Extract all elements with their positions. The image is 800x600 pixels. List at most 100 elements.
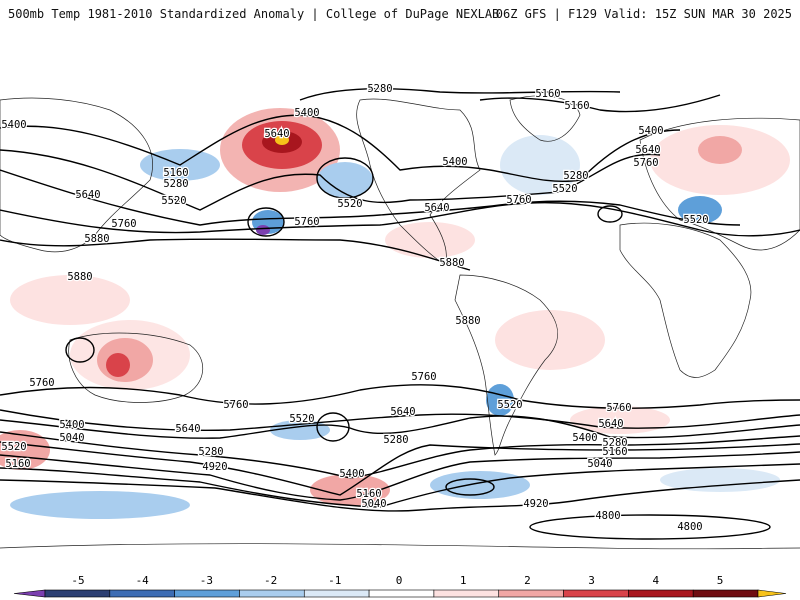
map-background: [0, 41, 800, 557]
contour-label: 5400: [294, 107, 319, 119]
contour-label: 5640: [424, 202, 449, 214]
colorbar-swatch: [109, 589, 175, 598]
warm-anomaly-west-pacific: [10, 275, 130, 325]
contour-5040-south: [0, 463, 800, 508]
contour-label: 5640: [175, 423, 200, 435]
contour-label: 5280: [563, 170, 588, 182]
contour-label: 5520: [552, 183, 577, 195]
contour-label: 4800: [677, 521, 702, 533]
contour-label: 5760: [223, 399, 248, 411]
contour-label: 5160: [535, 88, 560, 100]
contour-closed-low-gulf: [316, 157, 374, 199]
coast-greenland: [509, 95, 581, 142]
coast-asia-west: [0, 97, 153, 253]
colorbar-extend-high: [757, 589, 787, 598]
warm-anomaly-south-america: [495, 310, 605, 370]
contour-label: 5400: [572, 432, 597, 444]
contour-closed-low-pacific: [247, 207, 285, 237]
contour-label: 5280: [383, 434, 408, 446]
contour-label: 5520: [1, 441, 26, 453]
contour-5280-south: [0, 441, 800, 496]
colorbar-swatch: [563, 589, 629, 598]
warm-anomaly-central-pacific: [385, 222, 475, 258]
contour-label: 5880: [455, 315, 480, 327]
contour-label: 5280: [367, 83, 392, 95]
contour-label: 5880: [439, 257, 464, 269]
contour-label: 5760: [633, 157, 658, 169]
colorbar-swatch: [303, 589, 370, 598]
contour-label: 5640: [598, 418, 623, 430]
coast-eurasia: [639, 117, 800, 251]
contour-label: 5640: [635, 144, 660, 156]
warm-anomaly-europe-core: [698, 136, 742, 164]
contour-label: 5280: [198, 446, 223, 458]
cold-anomaly-north-atlantic: [500, 135, 580, 195]
colorbar-tick-label: 3: [588, 574, 595, 587]
coast-south-america: [454, 274, 559, 456]
contour-5280-north: [299, 88, 621, 101]
header: 500mb Temp 1981-2010 Standardized Anomal…: [0, 0, 800, 26]
contour-5760: [0, 201, 800, 237]
colorbar-swatch: [239, 589, 305, 598]
contour-label: 5400: [339, 468, 364, 480]
contour-5760-south: [0, 384, 800, 409]
contour-closed-low-south-atlantic: [445, 478, 495, 496]
colorbar-extend-low: [13, 589, 46, 598]
contour-closed-high-atlantic: [597, 205, 623, 223]
contour-label: 5640: [264, 128, 289, 140]
contour-label: 5040: [587, 458, 612, 470]
contour-label: 5760: [411, 371, 436, 383]
warm-anomaly-southern-ocean: [310, 474, 390, 506]
contour-label: 5760: [111, 218, 136, 230]
contour-label: 5640: [75, 189, 100, 201]
contour-label: 5400: [59, 419, 84, 431]
cold-anomaly-patagonia: [486, 384, 514, 416]
contour-label: 5520: [161, 195, 186, 207]
colorbar-swatch: [174, 589, 240, 598]
cold-anomaly-south-atlantic: [430, 471, 530, 499]
contour-5880: [0, 238, 471, 271]
contour-label: 5280: [602, 437, 627, 449]
contour-closed-low-south-pacific: [316, 412, 350, 442]
contour-label: 5760: [29, 377, 54, 389]
contour-label: 5400: [442, 156, 467, 168]
warm-anomaly-south-indian: [0, 430, 50, 470]
coast-africa: [619, 222, 752, 378]
colorbar-swatches: [13, 589, 787, 598]
cold-anomaly-central-pacific-core: [256, 225, 270, 235]
contour-label: 5760: [294, 216, 319, 228]
contour-label: 5400: [1, 119, 26, 131]
colorbar-swatch: [692, 589, 759, 598]
contour-label: 5760: [606, 402, 631, 414]
contour-5640: [0, 169, 741, 226]
contour-label: 5160: [564, 100, 589, 112]
coast-antarctica: [0, 543, 800, 550]
model-run-valid-time: 06Z GFS | F129 Valid: 15Z SUN MAR 30 202…: [495, 7, 792, 21]
contour-label: 5040: [59, 432, 84, 444]
colorbar-tick-label: 4: [652, 574, 659, 587]
height-contours: [0, 88, 800, 540]
contour-5400-pacific: [0, 114, 681, 183]
colorbar: -5 -4 -3 -2 -1 0 1 2 3 4 5: [13, 574, 787, 598]
contour-label: 5880: [84, 233, 109, 245]
contour-label: 5520: [337, 198, 362, 210]
map-title: 500mb Temp 1981-2010 Standardized Anomal…: [8, 7, 500, 21]
contour-label: 4800: [595, 510, 620, 522]
contour-closed-low-antarctic: [529, 514, 771, 540]
contour-label: 5520: [683, 214, 708, 226]
contour-label: 5520: [497, 399, 522, 411]
contour-label: 5160: [5, 458, 30, 470]
cold-anomaly-antarctic-east: [660, 468, 780, 492]
contour-label: 5280: [163, 178, 188, 190]
contour-label: 5760: [506, 194, 531, 206]
contour-4920-south: [0, 479, 800, 512]
colorbar-tick-label: 1: [460, 574, 467, 587]
warm-anomaly-south-atlantic: [570, 406, 670, 434]
colorbar-tick-label: -4: [136, 574, 150, 587]
contour-label: 4920: [523, 498, 548, 510]
colorbar-tick-label: 2: [524, 574, 531, 587]
coast-australia: [68, 332, 204, 403]
cold-anomaly-antarctic: [10, 491, 190, 519]
colorbar-tick-label: 5: [717, 574, 724, 587]
